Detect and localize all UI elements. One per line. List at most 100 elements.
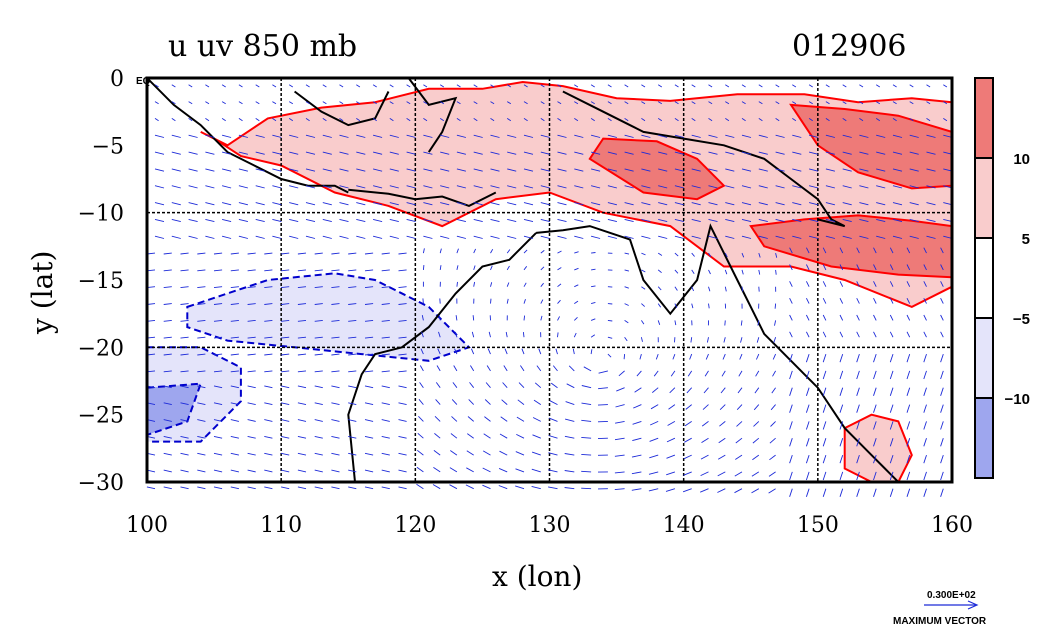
wind-vector-317 bbox=[641, 185, 651, 189]
wind-vector-954 bbox=[856, 404, 860, 413]
contour-shading bbox=[147, 80, 952, 482]
wind-vector-1095 bbox=[805, 454, 810, 464]
wind-vector-953 bbox=[839, 404, 844, 413]
wind-vector-853 bbox=[772, 370, 776, 377]
wind-vector-526 bbox=[923, 247, 927, 254]
wind-vector-9 bbox=[305, 84, 310, 88]
wind-vector-1018 bbox=[314, 435, 323, 439]
wind-vector-1126 bbox=[515, 468, 525, 473]
wind-vector-356 bbox=[490, 202, 500, 206]
wind-vector-730 bbox=[314, 336, 323, 339]
wind-vector-695 bbox=[540, 315, 543, 321]
wind-vector-621 bbox=[906, 281, 911, 287]
wind-vector-141 bbox=[909, 118, 914, 122]
wind-vector-43 bbox=[875, 84, 881, 88]
wind-vector-365 bbox=[641, 202, 651, 206]
wind-vector-1132 bbox=[614, 471, 625, 474]
wind-vector-15 bbox=[406, 84, 411, 88]
wind-vector-1123 bbox=[466, 467, 474, 473]
wind-vector-850 bbox=[721, 370, 726, 377]
wind-vector-1062 bbox=[247, 452, 256, 456]
wind-vector-429 bbox=[909, 218, 919, 223]
wind-vector-157 bbox=[372, 134, 383, 138]
wind-vector-881 bbox=[435, 382, 441, 388]
wind-vector-866 bbox=[180, 385, 189, 389]
wind-vector-721 bbox=[163, 336, 172, 339]
wind-vector-966 bbox=[247, 419, 256, 422]
wind-vector-923 bbox=[331, 402, 340, 406]
wind-vector-1039 bbox=[666, 437, 676, 443]
wind-vector-518 bbox=[789, 247, 793, 254]
wind-vector-426 bbox=[859, 218, 869, 223]
wind-vector-877 bbox=[364, 385, 374, 389]
wind-vector-396 bbox=[356, 218, 366, 223]
wind-vector-1055 bbox=[940, 438, 944, 447]
wind-vector-457 bbox=[574, 235, 584, 239]
wind-vector-1169 bbox=[432, 484, 441, 490]
wind-vector-398 bbox=[389, 218, 399, 223]
wind-vector-292 bbox=[221, 185, 232, 189]
wind-vector-945 bbox=[702, 404, 709, 410]
wind-vector-395 bbox=[339, 218, 349, 223]
wind-vector-455 bbox=[540, 235, 550, 239]
wind-vector-87 bbox=[808, 101, 813, 105]
wind-vector-574 bbox=[923, 264, 927, 271]
wind-vector-524 bbox=[889, 247, 894, 254]
wind-vector-182 bbox=[792, 134, 802, 138]
coastline-6 bbox=[347, 232, 537, 482]
wind-vector-65 bbox=[439, 101, 445, 105]
wind-vector-980 bbox=[484, 416, 491, 422]
wind-vector-3 bbox=[205, 84, 210, 88]
wind-vector-878 bbox=[381, 385, 390, 389]
wind-vector-926 bbox=[381, 402, 390, 406]
wind-vector-435 bbox=[205, 235, 215, 239]
wind-vector-974 bbox=[381, 419, 390, 422]
wind-vector-731 bbox=[331, 336, 340, 339]
wind-vector-644 bbox=[490, 298, 492, 304]
wind-vector-830 bbox=[381, 370, 390, 373]
wind-vector-401 bbox=[440, 218, 450, 223]
wind-vector-857 bbox=[839, 370, 844, 380]
wind-vector-520 bbox=[822, 247, 827, 254]
wind-vector-149 bbox=[238, 134, 249, 138]
wind-vector-754 bbox=[723, 337, 726, 343]
wind-vector-701 bbox=[641, 320, 645, 325]
wind-vector-1162 bbox=[314, 486, 323, 490]
wind-vector-899 bbox=[737, 387, 743, 394]
wind-vector-142 bbox=[926, 118, 931, 122]
wind-vector-626 bbox=[180, 303, 189, 305]
colorbar: 10 5 −5 −10 bbox=[974, 77, 1030, 479]
wind-vector-477 bbox=[909, 235, 919, 239]
wind-vector-333 bbox=[909, 185, 919, 189]
wind-vector-116 bbox=[490, 118, 495, 122]
wind-vector-393 bbox=[305, 218, 316, 223]
wind-vector-688 bbox=[421, 315, 424, 321]
wind-vector-1004 bbox=[889, 421, 894, 430]
wind-vector-921 bbox=[297, 402, 307, 406]
wind-vector-742 bbox=[522, 332, 525, 338]
wind-vector-952 bbox=[822, 404, 827, 413]
wind-vector-97 bbox=[171, 118, 176, 122]
wind-vector-627 bbox=[197, 303, 206, 305]
wind-vector-349 bbox=[372, 202, 383, 206]
wind-vector-181 bbox=[775, 134, 785, 138]
contour-region-2 bbox=[789, 103, 952, 190]
wind-vector-1014 bbox=[247, 435, 256, 439]
y-tick-label-2: −10 bbox=[78, 202, 124, 227]
wind-vector-714 bbox=[856, 314, 860, 321]
wind-vector-101 bbox=[238, 118, 243, 122]
wind-vector-408 bbox=[557, 218, 567, 223]
wind-vector-367 bbox=[674, 202, 685, 206]
wind-vector-29 bbox=[641, 84, 646, 88]
wind-vector-963 bbox=[197, 419, 206, 422]
wind-vector-423 bbox=[808, 218, 819, 223]
wind-vector-993 bbox=[701, 421, 709, 427]
grid bbox=[147, 78, 952, 482]
wind-vector-258 bbox=[456, 168, 467, 172]
wind-vector-210 bbox=[456, 151, 467, 155]
wind-vector-242 bbox=[188, 168, 198, 172]
wind-vector-285 bbox=[909, 168, 919, 172]
coastline-0 bbox=[147, 78, 349, 194]
wind-vector-509 bbox=[641, 252, 646, 256]
wind-vector-582 bbox=[247, 286, 256, 289]
